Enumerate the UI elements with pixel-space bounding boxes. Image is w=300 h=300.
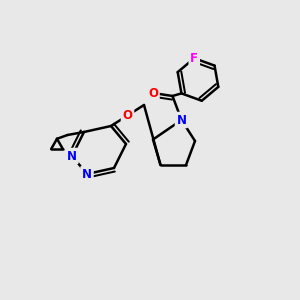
Text: O: O	[148, 86, 158, 100]
Text: N: N	[82, 167, 92, 181]
Text: N: N	[176, 113, 187, 127]
Text: O: O	[122, 109, 133, 122]
Text: F: F	[190, 52, 198, 65]
Text: N: N	[67, 149, 77, 163]
